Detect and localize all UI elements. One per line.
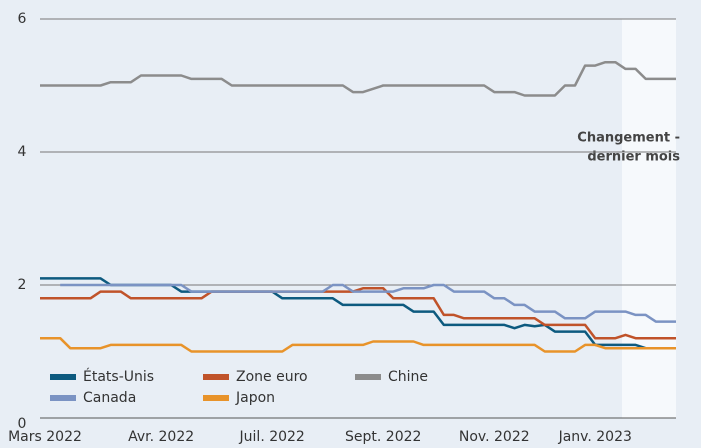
series-line — [60, 283, 676, 323]
x-tick-label: Mars 2022 — [8, 429, 82, 445]
highlight-region — [622, 19, 676, 418]
x-tick-label: Avr. 2022 — [128, 429, 194, 445]
y-tick-label: 4 — [18, 144, 27, 160]
series-line — [40, 287, 676, 340]
legend-label: Japon — [235, 390, 275, 406]
series-line — [40, 60, 676, 97]
legend-label: Canada — [83, 390, 136, 406]
legend-swatch — [203, 374, 229, 380]
y-tick-label: 2 — [18, 277, 27, 293]
legend-label: Zone euro — [236, 369, 308, 385]
series-line — [40, 336, 676, 353]
y-tick-label: 6 — [18, 11, 27, 27]
x-tick-label: Sept. 2022 — [345, 429, 421, 445]
legend-label: États-Unis — [83, 368, 154, 385]
legend-label: Chine — [388, 369, 428, 385]
y-tick-label: 0 — [18, 416, 27, 432]
annotation: Changement - — [577, 131, 680, 146]
legend-swatch — [355, 374, 381, 380]
legend-swatch — [50, 395, 76, 401]
x-tick-label: Juil. 2022 — [239, 429, 305, 445]
x-tick-label: Nov. 2022 — [459, 429, 530, 445]
annotation: dernier mois — [587, 150, 680, 165]
legend-swatch — [50, 374, 76, 380]
legend-swatch — [203, 395, 229, 401]
x-tick-label: Janv. 2023 — [558, 429, 632, 445]
